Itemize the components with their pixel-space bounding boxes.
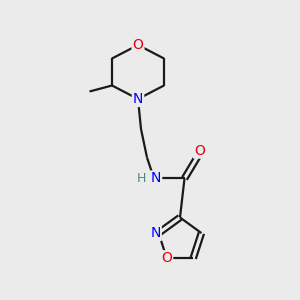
Text: N: N (133, 92, 143, 106)
Text: O: O (161, 251, 172, 265)
Text: O: O (133, 38, 143, 52)
Text: H: H (137, 172, 147, 185)
Text: N: N (151, 172, 161, 185)
Text: O: O (194, 144, 205, 158)
Text: N: N (150, 226, 161, 240)
